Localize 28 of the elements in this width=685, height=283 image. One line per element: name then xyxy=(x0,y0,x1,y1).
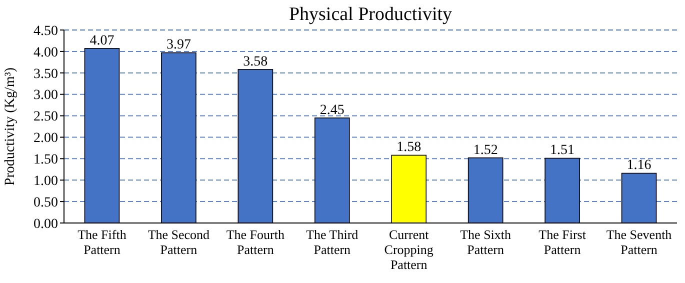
y-tick-label: 0.00 xyxy=(34,216,58,232)
data-label: 1.16 xyxy=(626,158,652,174)
y-tick-label: 4.00 xyxy=(34,45,58,60)
x-tick-label: The Sixth Pattern xyxy=(460,227,512,257)
data-label: 3.97 xyxy=(166,38,191,53)
y-tick-label: 3.00 xyxy=(34,88,58,104)
x-tick-label: The Second Pattern xyxy=(148,227,210,257)
data-label: 3.58 xyxy=(243,54,268,70)
x-tick-label: The Fifth Pattern xyxy=(78,227,127,257)
y-tick-label: 4.50 xyxy=(34,24,58,39)
y-axis-title: Productivity (Kg/m³) xyxy=(3,67,18,186)
y-tick-label: 1.50 xyxy=(34,152,58,168)
data-label: 1.51 xyxy=(550,143,575,158)
x-tick-label: The Fourth Pattern xyxy=(226,227,285,257)
y-tick-label: 2.50 xyxy=(34,110,58,125)
x-tick-label: The First Pattern xyxy=(538,227,586,257)
data-label: 1.58 xyxy=(396,140,422,156)
y-tick-label: 0.50 xyxy=(34,195,58,210)
data-label: 4.07 xyxy=(90,33,114,48)
data-label: 2.45 xyxy=(320,102,344,118)
x-tick-label: Current Cropping Pattern xyxy=(384,227,434,272)
data-label: 1.52 xyxy=(473,142,498,158)
y-tick-label: 1.00 xyxy=(34,174,58,190)
y-tick-label: 3.50 xyxy=(34,66,58,82)
y-tick-label: 2.00 xyxy=(34,131,58,146)
x-tick-label: The Third Pattern xyxy=(306,227,359,257)
chart-title: Physical Productivity xyxy=(288,4,453,25)
x-tick-label: The Seventh Pattern xyxy=(606,227,672,257)
